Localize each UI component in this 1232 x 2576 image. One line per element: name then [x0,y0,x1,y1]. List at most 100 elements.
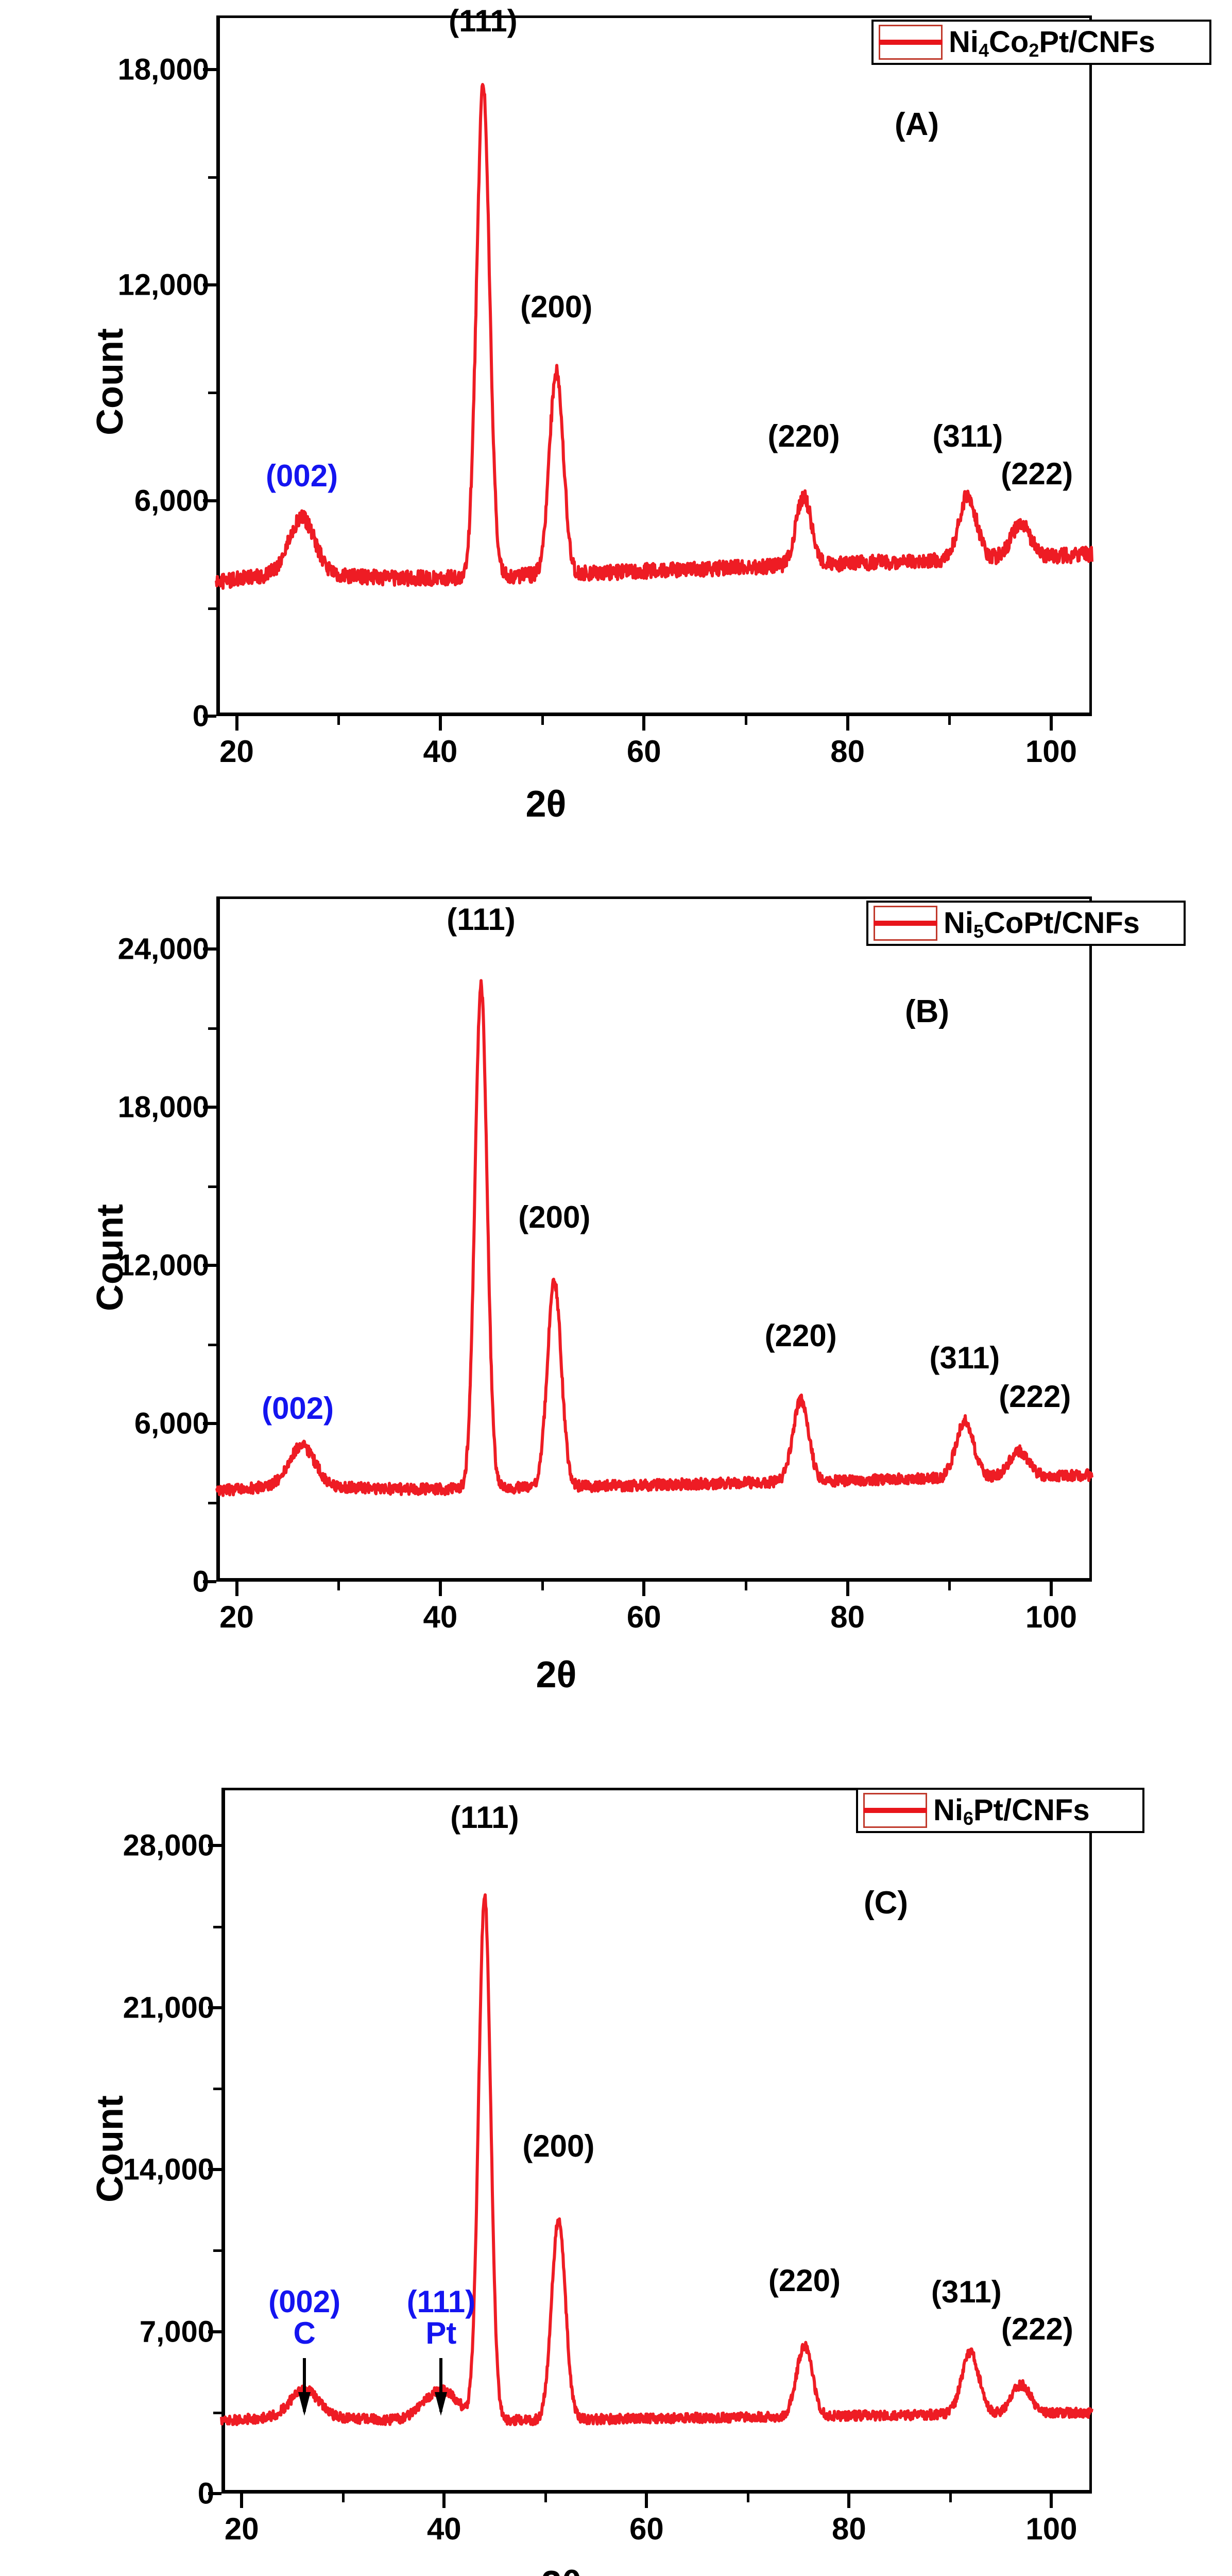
y-tick-major [203,67,216,71]
peak-label: (111) [449,4,518,39]
y-tick-major [203,1422,216,1426]
x-tick-major [235,716,238,731]
peak-label: (222) [999,1379,1071,1414]
x-tick-minor [746,2494,749,2502]
y-tick-major [203,715,216,718]
x-tick-major [847,2494,851,2508]
y-tick-minor [208,1343,216,1346]
plot-frame-right [1089,896,1092,1582]
x-tick-label: 60 [626,1600,661,1634]
y-tick-label: 12,000 [117,1248,209,1282]
y-tick-minor [208,392,216,395]
legend-label: Ni5CoPt/CNFs [944,906,1140,942]
legend-label: Ni6Pt/CNFs [933,1793,1090,1829]
plot-area: 0 6,000 12,000 18,000 24,000 20 40 60 80 100 (002)… [118,896,1093,1634]
x-axis-line [221,2490,1092,2494]
y-tick-major [208,2330,221,2333]
x-tick-major [438,716,442,731]
y-tick-major [203,1106,216,1109]
xrd-trace [215,83,1093,590]
panel-tag: (A) [894,107,939,142]
y-tick-minor [213,2411,221,2414]
x-tick-minor [337,716,340,725]
y-tick-major [203,499,216,502]
peak-label: (200) [518,1199,591,1234]
x-tick-label: 60 [629,2512,664,2546]
peak-label: (111) Pt [406,2284,476,2350]
x-tick-minor [949,2494,952,2502]
y-tick-label: 21,000 [123,1991,214,2025]
y-tick-minor [208,1185,216,1188]
peak-label: (200) [522,2129,595,2164]
x-tick-label: 20 [224,2512,259,2546]
x-tick-minor [541,716,544,725]
plot-area: 0 7,000 14,000 21,000 28,000 20 40 60 80 100 (002)… [123,1788,1093,2546]
y-tick-minor [213,2249,221,2252]
legend: Ni4Co2Pt/CNFs [871,20,1211,65]
legend-line-swatch [874,906,937,941]
y-tick-label: 6,000 [134,1406,209,1440]
x-tick-major [642,716,646,731]
peak-label: (200) [520,289,593,324]
x-tick-label: 100 [1025,734,1077,769]
x-tick-major [438,1582,442,1596]
x-tick-major [846,716,849,731]
y-tick-label: 14,000 [123,2153,214,2187]
y-tick-minor [208,1501,216,1504]
peak-pointer-arrow-icon [298,2358,311,2416]
x-tick-label: 100 [1025,1600,1077,1634]
peak-label: (311) [929,1341,1000,1376]
x-tick-minor [337,1582,340,1590]
legend-line-swatch [879,25,943,60]
peak-label: (220) [767,418,840,453]
legend: Ni5CoPt/CNFs [866,901,1186,946]
peak-label: (222) [1001,456,1073,492]
xrd-trace [215,979,1093,1497]
x-tick-label: 60 [626,734,661,769]
x-tick-minor [544,2494,547,2502]
legend-line-swatch [863,1793,927,1828]
x-tick-label: 80 [830,734,865,769]
xrd-trace [220,1893,1093,2427]
x-tick-label: 80 [831,2512,866,2546]
x-tick-major [235,1582,238,1596]
y-tick-label: 0 [192,699,209,733]
x-tick-minor [541,1582,544,1590]
x-tick-minor [341,2494,345,2502]
y-tick-major [208,2492,221,2495]
y-axis-line [216,15,220,716]
x-tick-label: 40 [426,2512,461,2546]
y-tick-minor [208,1027,216,1030]
y-tick-label: 6,000 [134,484,209,518]
y-tick-label: 24,000 [117,932,209,966]
y-tick-minor [208,176,216,179]
panel-tag: (C) [863,1885,909,1921]
y-tick-major [208,2006,221,2009]
x-axis-title: 2θ [536,1654,577,1696]
x-tick-label: 80 [830,1600,865,1634]
x-tick-minor [744,1582,747,1590]
x-tick-minor [744,716,747,725]
peak-label: (002) [265,458,338,493]
plot-frame-top [216,15,1092,18]
y-tick-label: 0 [197,2477,214,2511]
y-axis-line [221,1788,225,2494]
y-axis-title: Count [89,1204,131,1311]
peak-label: (311) [932,418,1003,453]
peak-label: (220) [768,2263,841,2298]
y-tick-major [203,1264,216,1267]
peak-label: (111) [450,1800,519,1835]
xrd-panel-a: 0 6,000 12,000 18,000 20 40 60 80 100 (002) (111) (… [0,0,1232,881]
xrd-panel-b: 0 6,000 12,000 18,000 24,000 20 40 60 80 100 (002)… [0,876,1232,1762]
y-axis-title: Count [89,2095,131,2202]
plot-frame-right [1089,15,1092,716]
x-tick-major [240,2494,244,2508]
x-axis-title: 2θ [525,784,567,825]
y-tick-label: 12,000 [117,268,209,302]
y-tick-label: 0 [192,1565,209,1599]
legend: Ni6Pt/CNFs [856,1788,1144,1833]
y-tick-major [208,2168,221,2172]
x-tick-label: 20 [219,734,254,769]
panel-tag: (B) [904,994,950,1029]
